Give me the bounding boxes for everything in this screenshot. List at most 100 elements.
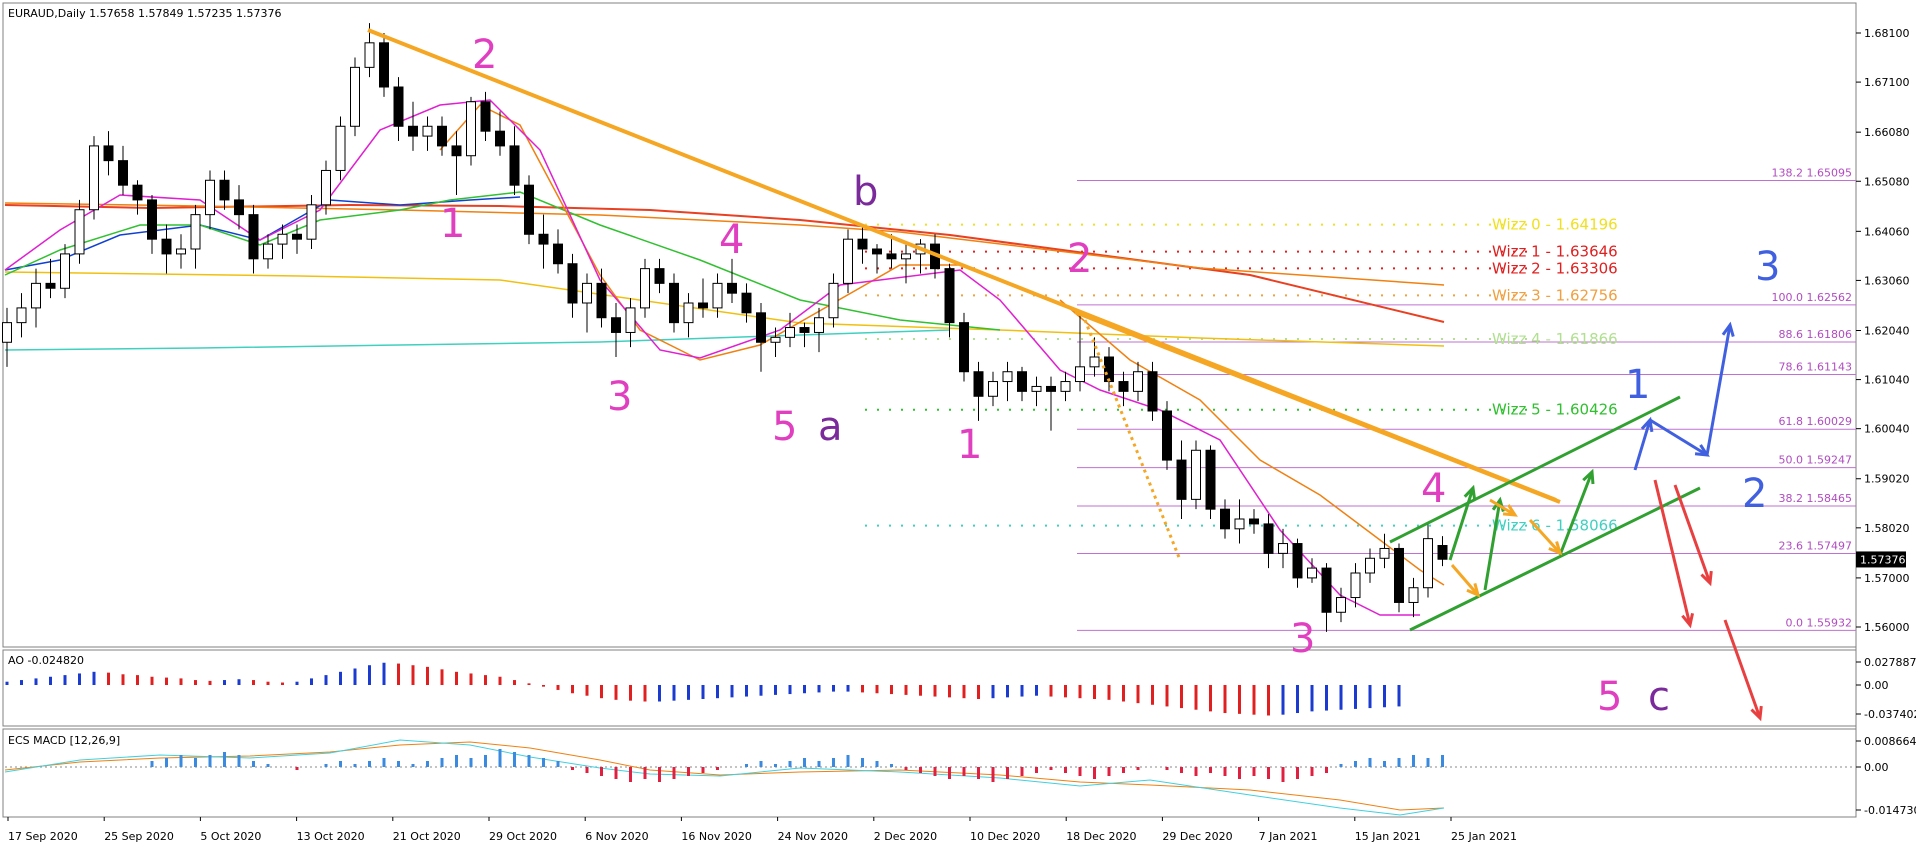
candle-body	[1423, 538, 1433, 589]
candle-body	[147, 199, 157, 240]
candle-body	[335, 125, 346, 171]
candle-body	[1278, 543, 1288, 554]
candle-body	[118, 160, 128, 186]
candle-body	[1263, 523, 1274, 554]
candle-body	[973, 371, 984, 397]
green-arrow-3-head	[1582, 468, 1595, 485]
date-tick-label: 13 Oct 2020	[297, 830, 365, 843]
date-tick-label: 21 Oct 2020	[393, 830, 461, 843]
candle-body	[1394, 547, 1404, 603]
candle-body	[1075, 366, 1085, 383]
fib-level-label: 23.6 1.57497	[1779, 540, 1852, 553]
price-tick-label: 1.62040	[1864, 324, 1910, 337]
wave-label: 4	[719, 217, 744, 263]
date-tick-label: 17 Sep 2020	[8, 830, 78, 843]
fib-level-label: 138.2 1.65095	[1772, 167, 1852, 180]
candle-body	[306, 204, 317, 240]
wave-label: 3	[1755, 244, 1780, 290]
candle-body	[89, 145, 99, 211]
fib-level-label: 50.0 1.59247	[1779, 454, 1852, 467]
fib-level-label: 61.8 1.60029	[1779, 415, 1852, 428]
red-arrow-1-head	[1681, 612, 1695, 629]
candle-body	[727, 282, 737, 294]
candle-body	[582, 282, 592, 304]
candle-body	[437, 125, 447, 147]
wave-label: c	[1648, 674, 1670, 720]
price-tick-label: 1.58020	[1864, 522, 1910, 535]
candle-body	[828, 282, 839, 319]
last-price-label: 1.57376	[1860, 553, 1906, 566]
candle-body	[350, 66, 360, 127]
candle-body	[1060, 381, 1071, 392]
date-tick-label: 2 Dec 2020	[874, 830, 937, 843]
candle-body	[640, 268, 650, 309]
ma-orange	[4, 202, 1445, 286]
candle-body	[205, 179, 215, 216]
fib-level-label: 100.0 1.62562	[1772, 291, 1852, 304]
wizz-level-label: Wizz 4 - 1.61866	[1492, 330, 1618, 348]
candle-body	[1205, 449, 1216, 510]
candle-body	[393, 86, 404, 127]
blue-arrow-1	[1633, 419, 1652, 471]
price-tick-label: 1.61040	[1864, 374, 1910, 387]
last-price-badge	[1856, 551, 1906, 568]
candle-body	[1017, 371, 1027, 392]
candle-body	[756, 312, 766, 343]
price-tick-label: 1.57000	[1864, 572, 1910, 585]
wave-label: 5	[1597, 674, 1622, 720]
wave-label: 2	[1067, 236, 1092, 282]
candle-body	[625, 307, 636, 333]
candle-body	[248, 214, 259, 260]
wizz-level-label: Wizz 3 - 1.62756	[1492, 286, 1618, 304]
candle-body	[785, 327, 795, 338]
candle-body	[741, 292, 752, 314]
candle-body	[60, 253, 70, 289]
candle-body	[712, 282, 723, 309]
candle-body	[1176, 459, 1187, 500]
candle-body	[1002, 371, 1013, 383]
price-tick-label: 1.60040	[1864, 423, 1910, 436]
candle-body	[669, 282, 679, 324]
date-tick-label: 10 Dec 2020	[970, 830, 1040, 843]
candle-body	[1379, 547, 1390, 559]
candle-body	[466, 101, 476, 157]
price-tick-label: 1.63060	[1864, 274, 1910, 287]
ao-label: AO -0.024820	[8, 654, 84, 667]
red-arrow-3-head	[1750, 705, 1763, 722]
candle-body	[1350, 572, 1361, 599]
candle-body	[321, 169, 331, 206]
candle-body	[1031, 385, 1042, 392]
candle-body	[234, 199, 244, 216]
candle-body	[1089, 356, 1100, 368]
candle-body	[1133, 371, 1143, 392]
candle-body	[31, 282, 41, 309]
candle-body	[161, 238, 172, 255]
candle-body	[74, 209, 85, 255]
candle-body	[45, 282, 56, 289]
ao-tick-label: -0.037402	[1864, 708, 1916, 721]
candle-body	[451, 145, 462, 157]
date-tick-label: 25 Sep 2020	[104, 830, 174, 843]
candle-body	[611, 317, 621, 333]
date-tick-label: 5 Oct 2020	[200, 830, 261, 843]
wave-label: 1	[957, 422, 982, 468]
red-arrow-3	[1723, 619, 1762, 719]
date-tick-label: 25 Jan 2021	[1451, 830, 1517, 843]
date-tick-label: 24 Nov 2020	[778, 830, 848, 843]
macd-label: ECS MACD [12,26,9]	[8, 734, 120, 747]
wizz-level-label: Wizz 5 - 1.60426	[1492, 401, 1618, 419]
candle-body	[857, 238, 868, 250]
red-arrow-2	[1673, 484, 1712, 584]
price-tick-label: 1.65080	[1864, 175, 1910, 188]
orange-arrow-3-head	[1548, 541, 1563, 556]
candle-body	[364, 42, 375, 68]
candle-body	[944, 268, 955, 324]
candle-body	[1365, 557, 1375, 574]
green-arrow-1-head	[1463, 484, 1477, 501]
orange-arrow-2	[1489, 498, 1516, 517]
candle-body	[263, 243, 273, 260]
wizz-level-label: Wizz 2 - 1.63306	[1492, 259, 1618, 277]
candle-body	[277, 233, 288, 245]
fib-level-label: 0.0 1.55932	[1786, 616, 1852, 629]
